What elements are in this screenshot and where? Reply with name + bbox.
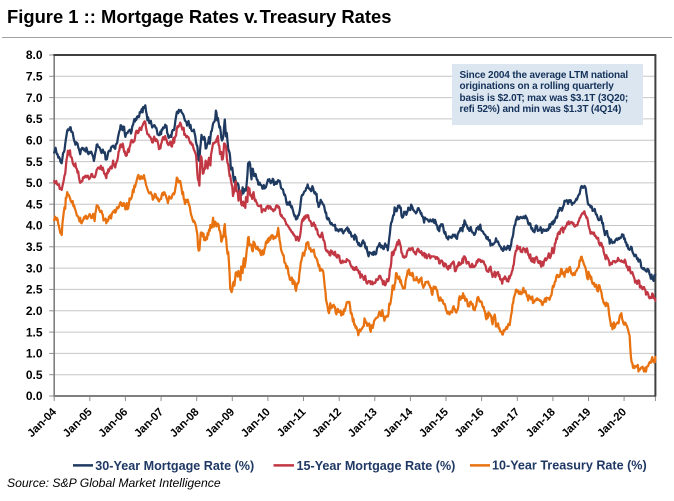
svg-text:Jan-09: Jan-09 bbox=[203, 406, 237, 440]
svg-text:Jan-06: Jan-06 bbox=[97, 406, 131, 440]
svg-text:5.5: 5.5 bbox=[26, 155, 43, 169]
svg-text:7.5: 7.5 bbox=[26, 70, 43, 84]
svg-text:4.5: 4.5 bbox=[26, 197, 43, 211]
svg-text:Jan-10: Jan-10 bbox=[239, 406, 273, 440]
svg-text:Jan-18: Jan-18 bbox=[524, 406, 558, 440]
svg-text:2.0: 2.0 bbox=[26, 304, 43, 318]
svg-text:1.0: 1.0 bbox=[26, 347, 43, 361]
svg-text:30-Year Mortgage Rate (%): 30-Year Mortgage Rate (%) bbox=[95, 459, 254, 473]
svg-text:6.5: 6.5 bbox=[26, 112, 43, 126]
svg-text:7.0: 7.0 bbox=[26, 91, 43, 105]
svg-text:3.5: 3.5 bbox=[26, 240, 43, 254]
svg-text:Jan-14: Jan-14 bbox=[382, 406, 416, 440]
svg-text:Jan-15: Jan-15 bbox=[417, 406, 451, 440]
svg-text:Jan-11: Jan-11 bbox=[275, 406, 308, 439]
svg-text:3.0: 3.0 bbox=[26, 261, 43, 275]
svg-text:6.0: 6.0 bbox=[26, 133, 43, 147]
svg-text:Jan-08: Jan-08 bbox=[168, 406, 202, 440]
svg-text:0.5: 0.5 bbox=[26, 368, 43, 382]
svg-text:1.5: 1.5 bbox=[26, 325, 43, 339]
svg-text:Jan-12: Jan-12 bbox=[310, 406, 344, 440]
svg-text:Jan-19: Jan-19 bbox=[560, 406, 594, 440]
svg-text:4.0: 4.0 bbox=[26, 219, 43, 233]
svg-text:Jan-05: Jan-05 bbox=[61, 406, 95, 440]
svg-text:10-Year Treasury Rate (%): 10-Year Treasury Rate (%) bbox=[492, 458, 647, 472]
svg-text:Jan-07: Jan-07 bbox=[132, 406, 166, 440]
svg-text:8.0: 8.0 bbox=[26, 48, 43, 62]
svg-text:15-Year Mortgage Rate (%): 15-Year Mortgage Rate (%) bbox=[297, 459, 456, 473]
svg-text:2.5: 2.5 bbox=[26, 283, 43, 297]
svg-text:Jan-16: Jan-16 bbox=[453, 406, 487, 440]
svg-text:Jan-20: Jan-20 bbox=[595, 406, 629, 440]
svg-text:Jan-04: Jan-04 bbox=[25, 406, 59, 440]
svg-text:5.0: 5.0 bbox=[26, 176, 43, 190]
svg-text:0.0: 0.0 bbox=[26, 389, 43, 403]
svg-text:Jan-17: Jan-17 bbox=[488, 406, 522, 440]
svg-text:Jan-13: Jan-13 bbox=[346, 406, 380, 440]
